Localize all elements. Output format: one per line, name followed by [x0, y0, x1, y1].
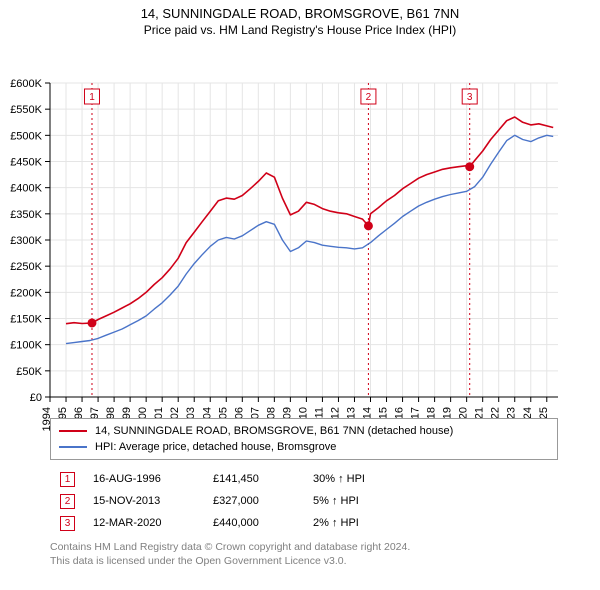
y-tick-label: £600K — [10, 78, 42, 90]
y-tick-label: £0 — [30, 392, 42, 404]
event-number-box: 1 — [60, 472, 75, 487]
legend-label: HPI: Average price, detached house, Brom… — [95, 441, 336, 453]
event-price: £141,450 — [213, 473, 313, 485]
y-tick-label: £200K — [10, 287, 42, 299]
event-date: 12-MAR-2020 — [93, 517, 213, 529]
y-tick-label: £150K — [10, 314, 42, 326]
event-price: £327,000 — [213, 495, 313, 507]
event-date: 15-NOV-2013 — [93, 495, 213, 507]
event-delta: 5% ↑ HPI — [313, 495, 359, 507]
license-text: Contains HM Land Registry data © Crown c… — [50, 540, 558, 568]
legend-swatch — [59, 446, 87, 448]
y-tick-label: £450K — [10, 157, 42, 169]
legend: 14, SUNNINGDALE ROAD, BROMSGROVE, B61 7N… — [50, 418, 558, 460]
marker-box-label: 3 — [467, 92, 473, 103]
event-delta: 30% ↑ HPI — [313, 473, 365, 485]
license-line-2: This data is licensed under the Open Gov… — [50, 554, 558, 568]
event-row: 3 12-MAR-2020£440,0002% ↑ HPI — [60, 512, 548, 534]
legend-item: HPI: Average price, detached house, Brom… — [59, 439, 549, 455]
y-tick-label: £300K — [10, 235, 42, 247]
event-number-box: 3 — [60, 516, 75, 531]
event-date: 16-AUG-1996 — [93, 473, 213, 485]
y-tick-label: £400K — [10, 183, 42, 195]
event-row: 1 16-AUG-1996£141,45030% ↑ HPI — [60, 468, 548, 490]
chart-title-sub: Price paid vs. HM Land Registry's House … — [0, 23, 600, 37]
event-price: £440,000 — [213, 517, 313, 529]
event-delta: 2% ↑ HPI — [313, 517, 359, 529]
legend-item: 14, SUNNINGDALE ROAD, BROMSGROVE, B61 7N… — [59, 423, 549, 439]
marker-box-label: 1 — [89, 92, 95, 103]
y-tick-label: £250K — [10, 261, 42, 273]
sale-events-table: 1 16-AUG-1996£141,45030% ↑ HPI 2 15-NOV-201… — [50, 462, 558, 538]
series-hpi — [66, 135, 553, 343]
y-tick-label: £550K — [10, 104, 42, 116]
y-tick-label: £350K — [10, 209, 42, 221]
y-tick-label: £100K — [10, 340, 42, 352]
license-line-1: Contains HM Land Registry data © Crown c… — [50, 540, 558, 554]
event-number-box: 2 — [60, 494, 75, 509]
marker-box-label: 2 — [366, 92, 372, 103]
y-tick-label: £500K — [10, 130, 42, 142]
event-row: 2 15-NOV-2013£327,0005% ↑ HPI — [60, 490, 548, 512]
price-chart: £0 £50K £100K £150K £200K £250K £300K £350K £400… — [0, 37, 600, 451]
legend-swatch — [59, 430, 87, 432]
y-tick-label: £50K — [16, 366, 42, 378]
legend-label: 14, SUNNINGDALE ROAD, BROMSGROVE, B61 7N… — [95, 425, 453, 437]
chart-title-main: 14, SUNNINGDALE ROAD, BROMSGROVE, B61 7N… — [0, 6, 600, 21]
